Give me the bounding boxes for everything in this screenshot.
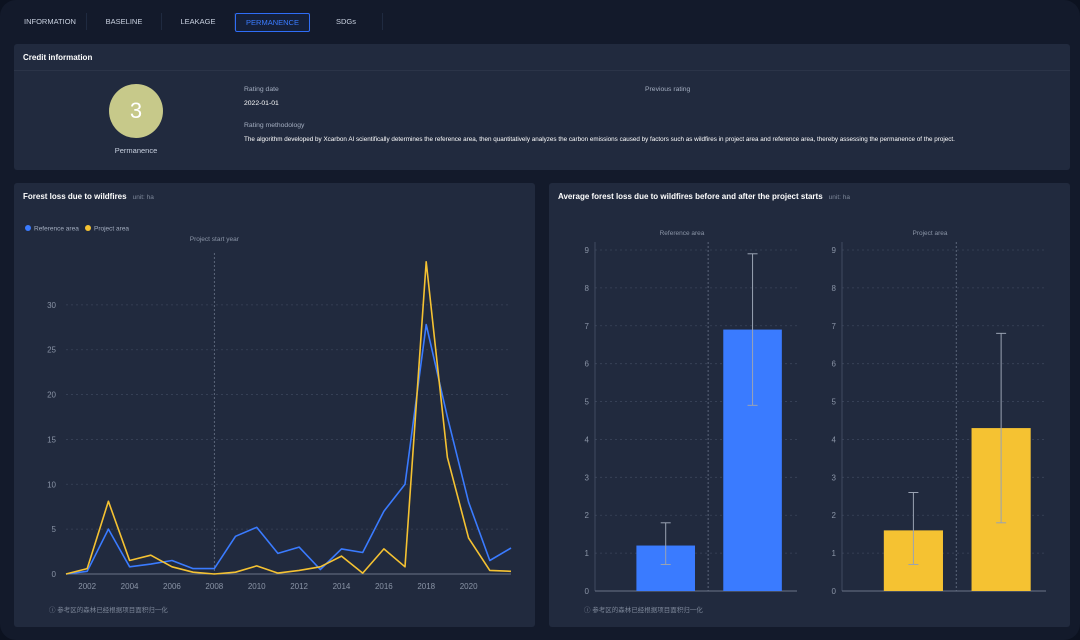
avg-forest-loss-panel: Average forest loss due to wildfires bef… <box>549 183 1070 627</box>
y-tick-label: 3 <box>585 473 590 482</box>
permanence-score-label: Permanence <box>114 146 158 155</box>
x-tick-label: 2002 <box>78 582 96 591</box>
x-tick-label: 2016 <box>375 582 393 591</box>
tab-baseline[interactable]: BASELINE <box>87 13 162 30</box>
x-tick-label: 2004 <box>121 582 139 591</box>
credit-info-panel: Credit information 3 Permanence Rating d… <box>14 44 1070 170</box>
legend-dot <box>25 225 31 231</box>
y-tick-label: 2 <box>585 511 590 520</box>
y-tick-label: 3 <box>832 473 837 482</box>
y-tick-label: 7 <box>585 322 590 331</box>
y-tick-label: 5 <box>585 398 590 407</box>
methodology-text: The algorithm developed by Xcarbon AI sc… <box>244 136 955 143</box>
x-tick-label: 2006 <box>163 582 181 591</box>
x-tick-label: 2020 <box>460 582 478 591</box>
bar-chart-title: Project area <box>912 230 947 237</box>
y-tick-label: 30 <box>47 301 56 310</box>
rating-date-value: 2022-01-01 <box>244 100 279 107</box>
forest-loss-title: Forest loss due to wildfires unit: ha <box>23 192 154 201</box>
x-tick-label: 2014 <box>333 582 351 591</box>
forest-loss-panel: Forest loss due to wildfires unit: ha 0 5 1… <box>14 183 535 627</box>
tab-information[interactable]: INFORMATION <box>14 13 87 30</box>
y-tick-label: 8 <box>832 284 837 293</box>
y-tick-label: 5 <box>52 525 57 534</box>
permanence-score-badge: 3 <box>109 84 163 138</box>
y-tick-label: 8 <box>585 284 590 293</box>
legend-dot <box>85 225 91 231</box>
y-tick-label: 5 <box>832 398 837 407</box>
avg-forest-loss-title-text: Average forest loss due to wildfires bef… <box>558 192 823 201</box>
series-line <box>65 261 512 575</box>
y-tick-label: 4 <box>832 435 837 444</box>
x-tick-label: 2010 <box>248 582 266 591</box>
legend-label: Reference area <box>34 226 79 233</box>
credit-info-title: Credit information <box>23 53 93 62</box>
avg-forest-loss-title: Average forest loss due to wildfires bef… <box>558 192 850 201</box>
avg-forest-loss-bar-charts: Reference area 0 1 2 3 4 5 6 7 8 9 Project area 0 1 2 3… <box>585 230 1046 596</box>
forest-loss-footnote: ⓘ 参考区的森林已经根据项目面积归一化 <box>49 607 168 614</box>
x-tick-label: 2012 <box>290 582 308 591</box>
y-tick-label: 2 <box>832 511 837 520</box>
y-tick-label: 0 <box>585 587 590 596</box>
y-tick-label: 1 <box>585 549 590 558</box>
divider <box>14 70 1070 71</box>
tab-sdgs[interactable]: SDGs <box>310 13 383 30</box>
forest-loss-title-text: Forest loss due to wildfires <box>23 192 127 201</box>
y-tick-label: 6 <box>832 360 837 369</box>
y-tick-label: 0 <box>832 587 837 596</box>
tab-bar: INFORMATION BASELINE LEAKAGE PERMANENCE … <box>14 13 383 32</box>
series-line <box>65 323 512 575</box>
legend-label: Project area <box>94 226 129 233</box>
project-start-label: Project start year <box>190 236 240 243</box>
y-tick-label: 20 <box>47 391 56 400</box>
y-tick-label: 25 <box>47 346 56 355</box>
y-tick-label: 6 <box>585 360 590 369</box>
y-tick-label: 15 <box>47 435 56 444</box>
rating-date-label: Rating date <box>244 86 279 93</box>
tab-leakage[interactable]: LEAKAGE <box>162 13 235 30</box>
avg-forest-loss-unit: unit: ha <box>828 194 850 201</box>
bar-chart-title: Reference area <box>660 230 705 237</box>
forest-loss-line-chart: 0 5 10 15 20 25 30 2002 2004 2006 2008 2010 2012 2014… <box>25 225 512 591</box>
y-tick-label: 0 <box>52 570 57 579</box>
previous-rating-label: Previous rating <box>645 86 691 93</box>
methodology-label: Rating methodology <box>244 122 305 129</box>
y-tick-label: 1 <box>832 549 837 558</box>
forest-loss-unit: unit: ha <box>132 194 154 201</box>
x-tick-label: 2008 <box>205 582 223 591</box>
avg-forest-loss-footnote: ⓘ 参考区的森林已经根据项目面积归一化 <box>584 607 703 614</box>
y-tick-label: 4 <box>585 435 590 444</box>
y-tick-label: 10 <box>47 480 56 489</box>
tab-permanence[interactable]: PERMANENCE <box>235 13 310 32</box>
y-tick-label: 7 <box>832 322 837 331</box>
y-tick-label: 9 <box>585 246 590 255</box>
y-tick-label: 9 <box>832 246 837 255</box>
x-tick-label: 2018 <box>417 582 435 591</box>
